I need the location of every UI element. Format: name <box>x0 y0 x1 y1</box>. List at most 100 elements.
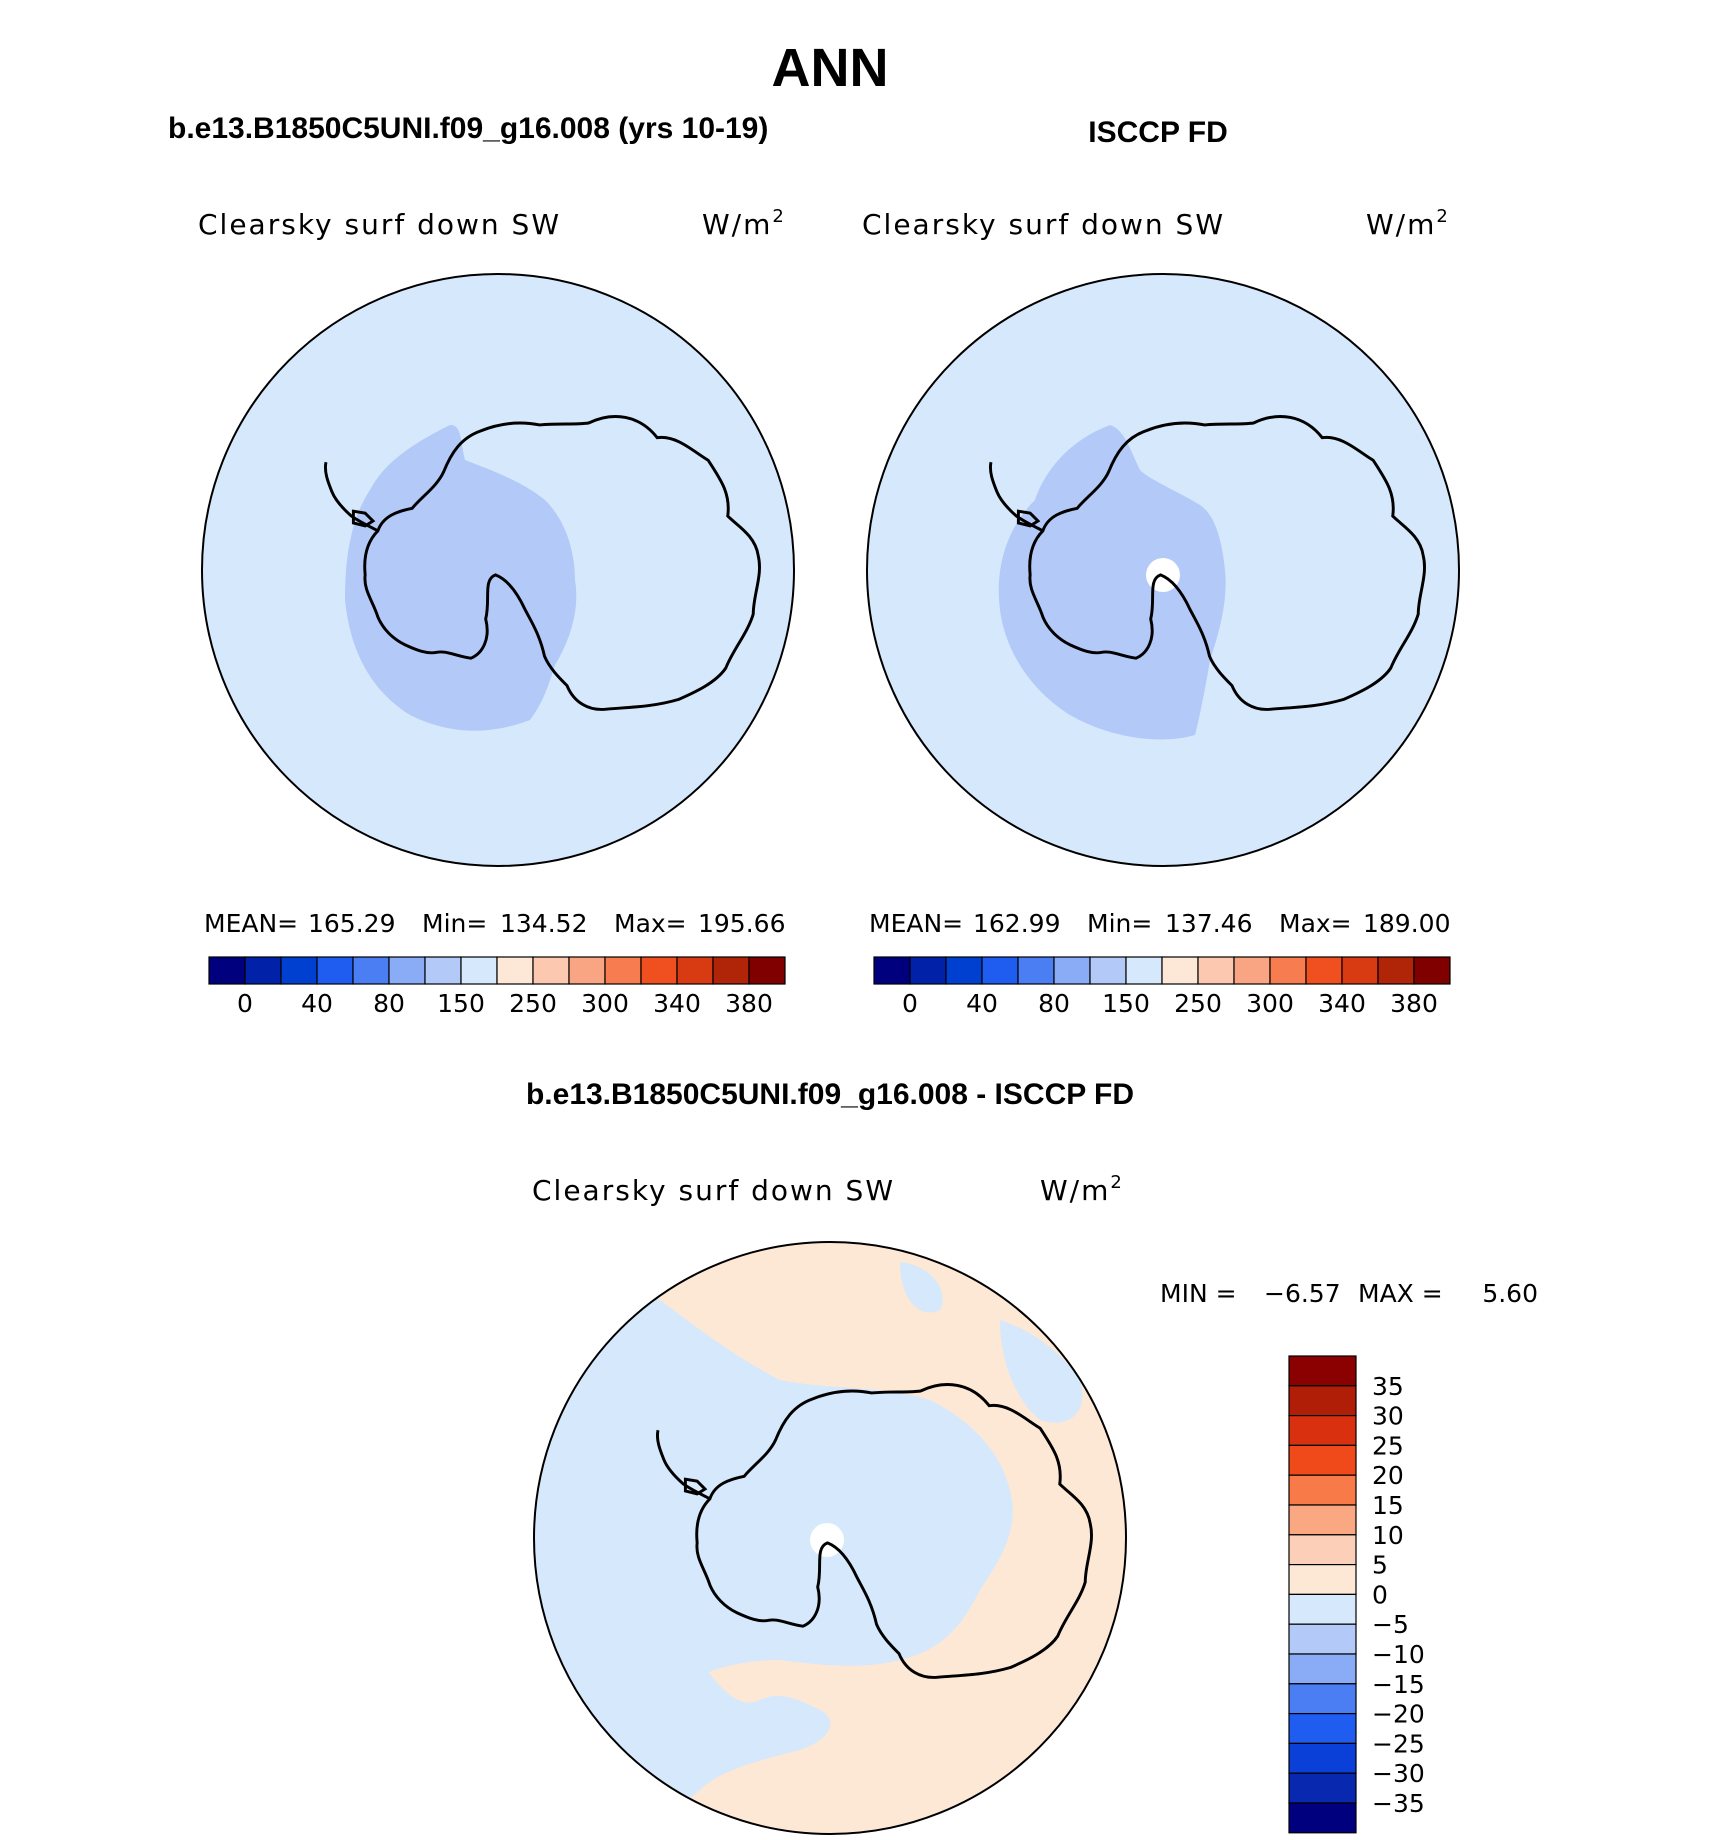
colorbar-swatch <box>352 956 390 985</box>
colorbar-label: 380 <box>1390 989 1438 1018</box>
colorbar-swatch <box>712 956 750 985</box>
colorbar-swatch <box>1288 1802 1357 1834</box>
negative-region <box>900 1262 943 1313</box>
panel-heading: b.e13.B1850C5UNI.f09_g16.008 (yrs 10-19) <box>168 112 768 145</box>
colorbar-swatch <box>1413 956 1451 985</box>
colorbar-swatch <box>1305 956 1343 985</box>
colorbar-swatch <box>1288 1504 1357 1536</box>
svg-text:5.60: 5.60 <box>1482 1279 1538 1308</box>
polar-map <box>867 274 1459 866</box>
colorbar-swatch <box>676 956 714 985</box>
colorbar-swatch <box>1017 956 1055 985</box>
colorbar-label: 250 <box>509 989 557 1018</box>
colorbar-swatch <box>280 956 318 985</box>
units-label: W/m2 <box>1040 1172 1124 1207</box>
colorbar-swatch <box>873 956 911 985</box>
colorbar-label: 15 <box>1372 1491 1404 1520</box>
colorbar-label: 150 <box>1102 989 1150 1018</box>
colorbar-label: 340 <box>653 989 701 1018</box>
svg-text:Min=: Min= <box>422 909 487 938</box>
svg-text:Max=: Max= <box>614 909 687 938</box>
colorbar-swatch <box>945 956 983 985</box>
colorbar-label: 150 <box>437 989 485 1018</box>
low-value-region <box>345 425 577 731</box>
colorbar-label: −5 <box>1372 1610 1409 1639</box>
colorbar-swatch <box>460 956 498 985</box>
svg-text:195.66: 195.66 <box>698 909 785 938</box>
colorbar-swatch <box>1161 956 1199 985</box>
colorbar-swatch <box>1288 1742 1357 1774</box>
negative-region <box>1000 1320 1083 1423</box>
variable-label: Clearsky surf down SW <box>862 208 1225 241</box>
page-title: ANN <box>772 38 889 98</box>
panel-heading: ISCCP FD <box>1088 116 1227 149</box>
panel-difference: b.e13.B1850C5UNI.f09_g16.008 - ISCCP FD … <box>526 1078 1538 1835</box>
colorbar-swatch <box>1288 1683 1357 1715</box>
colorbar-label: −30 <box>1372 1759 1425 1788</box>
colorbar-label: −15 <box>1372 1670 1425 1699</box>
colorbar-swatch <box>1053 956 1091 985</box>
colorbar-swatch <box>1288 1474 1357 1506</box>
colorbar-swatch <box>604 956 642 985</box>
colorbar-swatch <box>640 956 678 985</box>
colorbar-label: 30 <box>1372 1402 1404 1431</box>
colorbar-swatch <box>244 956 282 985</box>
colorbar-swatch <box>1288 1623 1357 1655</box>
polar-map <box>202 274 794 866</box>
colorbar-label: 380 <box>725 989 773 1018</box>
panel-heading: b.e13.B1850C5UNI.f09_g16.008 - ISCCP FD <box>526 1078 1134 1111</box>
svg-text:Min=: Min= <box>1087 909 1152 938</box>
colorbar-label: 0 <box>237 989 253 1018</box>
units-label: W/m2 <box>1366 206 1450 241</box>
svg-text:162.99: 162.99 <box>973 909 1060 938</box>
colorbar-label: 35 <box>1372 1372 1404 1401</box>
svg-text:165.29: 165.29 <box>308 909 395 938</box>
diff-stats: MIN = −6.57 MAX = 5.60 <box>1160 1279 1538 1308</box>
colorbar-label: 80 <box>373 989 405 1018</box>
colorbar-swatch <box>1288 1444 1357 1476</box>
colorbar-label: 25 <box>1372 1431 1404 1460</box>
variable-label: Clearsky surf down SW <box>532 1174 895 1207</box>
colorbar-label: 300 <box>1246 989 1294 1018</box>
colorbar-swatch <box>1125 956 1163 985</box>
colorbar-swatch <box>496 956 534 985</box>
colorbar-swatch <box>1288 1593 1357 1625</box>
colorbar-label: 0 <box>902 989 918 1018</box>
colorbar-swatch <box>1197 956 1235 985</box>
map-border <box>533 1241 1127 1835</box>
colorbar-swatch <box>1288 1414 1357 1446</box>
colorbar-swatch <box>981 956 1019 985</box>
colorbar-swatch <box>388 956 426 985</box>
variable-label: Clearsky surf down SW <box>198 208 561 241</box>
colorbar-label: 5 <box>1372 1551 1388 1580</box>
svg-text:Max=: Max= <box>1279 909 1352 938</box>
colorbar-label: 0 <box>1372 1580 1388 1609</box>
stats-line: MEAN= 165.29 Min= 134.52 Max= 195.66 <box>204 909 785 938</box>
svg-text:137.46: 137.46 <box>1165 909 1252 938</box>
svg-text:−6.57: −6.57 <box>1264 1279 1341 1308</box>
svg-text:189.00: 189.00 <box>1363 909 1450 938</box>
svg-text:MAX =: MAX = <box>1358 1279 1443 1308</box>
colorbar-label: 40 <box>966 989 998 1018</box>
colorbar-swatch <box>1288 1385 1357 1417</box>
colorbar-swatch <box>208 956 246 985</box>
colorbar: 0 40 80 150 250 300 340 380 <box>873 956 1451 1018</box>
negative-region <box>534 1420 831 1811</box>
colorbar-label: −10 <box>1372 1640 1425 1669</box>
colorbar-swatch <box>568 956 606 985</box>
colorbar-swatch <box>1288 1355 1357 1387</box>
colorbar-label: 80 <box>1038 989 1070 1018</box>
svg-text:134.52: 134.52 <box>500 909 587 938</box>
colorbar-swatch <box>1288 1772 1357 1804</box>
panel-obs: ISCCP FD Clearsky surf down SW W/m2 MEAN… <box>862 116 1460 1018</box>
positive-region <box>1080 1460 1117 1549</box>
colorbar-swatch <box>1089 956 1127 985</box>
map-border <box>201 273 795 867</box>
colorbar-swatch <box>1288 1563 1357 1595</box>
map-border <box>866 273 1460 867</box>
colorbar-label: 340 <box>1318 989 1366 1018</box>
colorbar-label: 20 <box>1372 1461 1404 1490</box>
colorbar-swatch <box>1341 956 1379 985</box>
colorbar-swatch <box>1269 956 1307 985</box>
